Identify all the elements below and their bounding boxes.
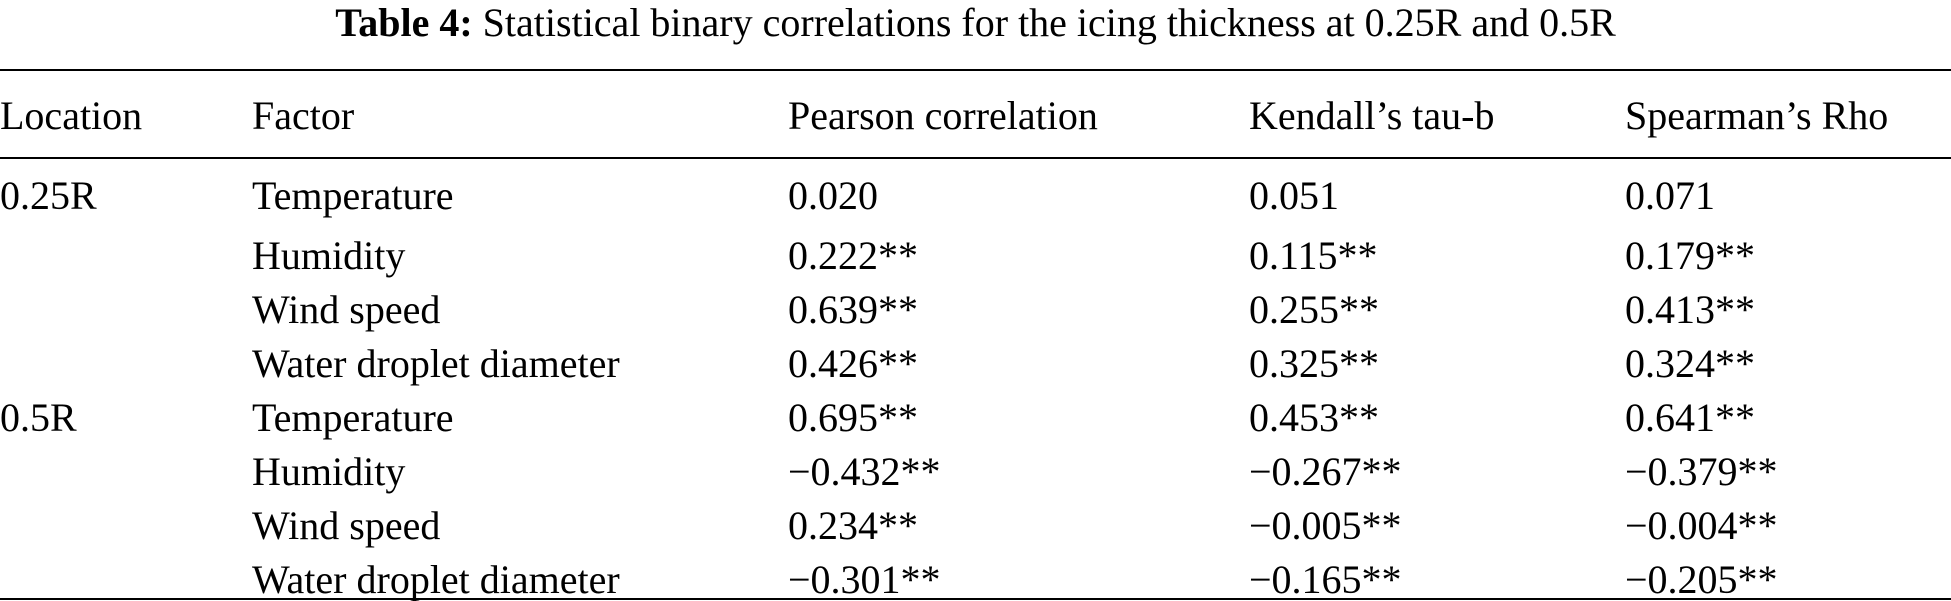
header-location: Location <box>0 92 143 138</box>
cell-pearson: 0.695** <box>788 394 918 440</box>
table-row: Water droplet diameter −0.301** −0.165**… <box>0 552 1951 601</box>
table-row: 0.5R Temperature 0.695** 0.453** 0.641** <box>0 390 1951 444</box>
cell-pearson: 0.020 <box>788 173 878 218</box>
cell-factor: Temperature <box>252 173 454 218</box>
cell-spearman: 0.413** <box>1625 286 1755 332</box>
cell-spearman: 0.324** <box>1625 340 1755 386</box>
cell-pearson: 0.426** <box>788 340 918 386</box>
table-row: Humidity −0.432** −0.267** −0.379** <box>0 444 1951 498</box>
cell-location <box>0 336 252 390</box>
cell-spearman: −0.379** <box>1625 448 1778 494</box>
table-row: 0.25R Temperature 0.020 0.051 0.071 <box>0 153 1951 228</box>
cell-kendall: 0.453** <box>1249 394 1379 440</box>
cell-factor: Water droplet diameter <box>252 340 620 386</box>
header-pearson: Pearson correlation <box>788 92 1098 138</box>
cell-factor: Wind speed <box>252 286 441 332</box>
cell-kendall: −0.165** <box>1249 556 1402 601</box>
cell-spearman: 0.179** <box>1625 232 1755 278</box>
cell-kendall: 0.051 <box>1249 173 1339 218</box>
table-header-row: Location Factor Pearson correlation Kend… <box>0 77 1951 153</box>
cell-spearman: 0.641** <box>1625 394 1755 440</box>
cell-pearson: 0.222** <box>788 232 918 278</box>
table-row: Humidity 0.222** 0.115** 0.179** <box>0 228 1951 282</box>
cell-kendall: −0.267** <box>1249 448 1402 494</box>
table-caption-label: Table 4: <box>335 0 473 45</box>
header-kendall: Kendall’s tau-b <box>1249 92 1495 138</box>
cell-location <box>0 498 252 552</box>
cell-location <box>0 444 252 498</box>
cell-pearson: 0.639** <box>788 286 918 332</box>
header-spearman: Spearman’s Rho <box>1625 92 1889 138</box>
table-row: Wind speed 0.639** 0.255** 0.413** <box>0 282 1951 336</box>
cell-location: 0.5R <box>0 394 77 440</box>
cell-pearson: −0.432** <box>788 448 941 494</box>
cell-location: 0.25R <box>0 173 97 218</box>
header-factor: Factor <box>252 92 355 138</box>
cell-location <box>0 552 252 601</box>
table-row: Water droplet diameter 0.426** 0.325** 0… <box>0 336 1951 390</box>
cell-spearman: −0.205** <box>1625 556 1778 601</box>
cell-pearson: 0.234** <box>788 502 918 548</box>
cell-factor: Temperature <box>252 394 454 440</box>
cell-factor: Water droplet diameter <box>252 556 620 601</box>
cell-spearman: 0.071 <box>1625 173 1715 218</box>
table-header-rule <box>0 157 1951 159</box>
cell-factor: Humidity <box>252 448 406 494</box>
cell-spearman: −0.004** <box>1625 502 1778 548</box>
cell-kendall: 0.325** <box>1249 340 1379 386</box>
table-bottom-rule <box>0 598 1951 600</box>
cell-location <box>0 282 252 336</box>
cell-kendall: −0.005** <box>1249 502 1402 548</box>
cell-factor: Humidity <box>252 232 406 278</box>
table-caption: Table 4: Statistical binary correlations… <box>0 0 1951 46</box>
cell-pearson: −0.301** <box>788 556 941 601</box>
cell-factor: Wind speed <box>252 502 441 548</box>
cell-location <box>0 228 252 282</box>
table-top-rule <box>0 69 1951 71</box>
correlation-table: Location Factor Pearson correlation Kend… <box>0 77 1951 601</box>
table-row: Wind speed 0.234** −0.005** −0.004** <box>0 498 1951 552</box>
table-caption-text: Statistical binary correlations for the … <box>482 0 1616 45</box>
cell-kendall: 0.115** <box>1249 232 1378 278</box>
cell-kendall: 0.255** <box>1249 286 1379 332</box>
